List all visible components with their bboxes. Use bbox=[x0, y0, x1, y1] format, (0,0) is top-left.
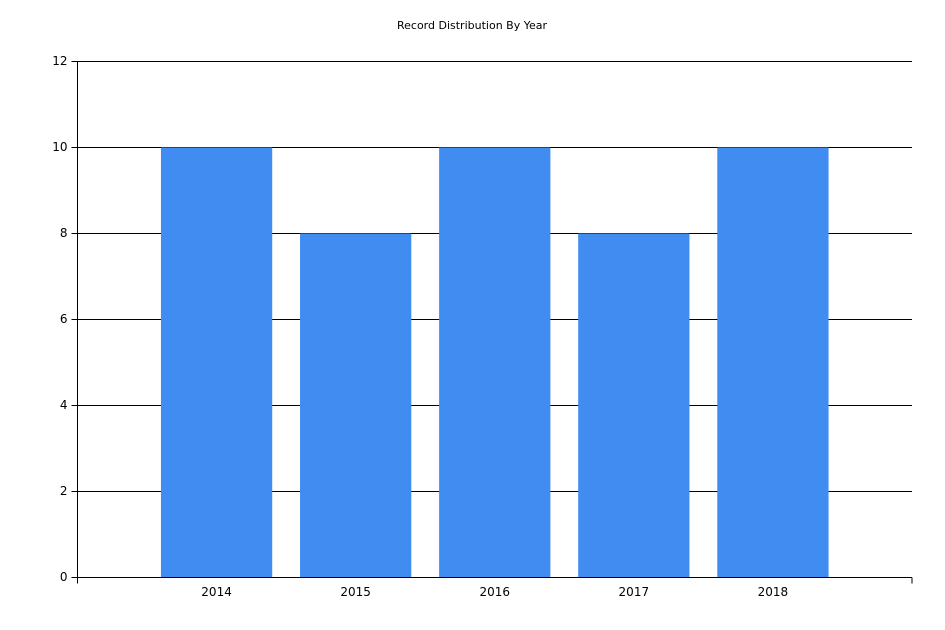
y-tick-label: 4 bbox=[60, 398, 68, 412]
y-tick-label: 10 bbox=[52, 140, 67, 154]
x-tick-label: 2016 bbox=[479, 585, 510, 599]
bar bbox=[578, 233, 690, 578]
x-tick-label: 2018 bbox=[758, 585, 789, 599]
bar bbox=[717, 147, 829, 578]
y-tick-label: 12 bbox=[52, 54, 67, 68]
y-tick-label: 8 bbox=[60, 226, 68, 240]
bar bbox=[300, 233, 412, 578]
x-tick-label: 2017 bbox=[619, 585, 650, 599]
y-tick-label: 0 bbox=[60, 570, 68, 584]
chart-title: Record Distribution By Year bbox=[397, 19, 547, 32]
x-tick-label: 2015 bbox=[340, 585, 371, 599]
bar bbox=[160, 147, 273, 578]
y-tick-label: 2 bbox=[60, 484, 68, 498]
y-tick-label: 6 bbox=[60, 312, 68, 326]
x-tick-label: 2014 bbox=[201, 585, 232, 599]
bar bbox=[439, 147, 551, 578]
